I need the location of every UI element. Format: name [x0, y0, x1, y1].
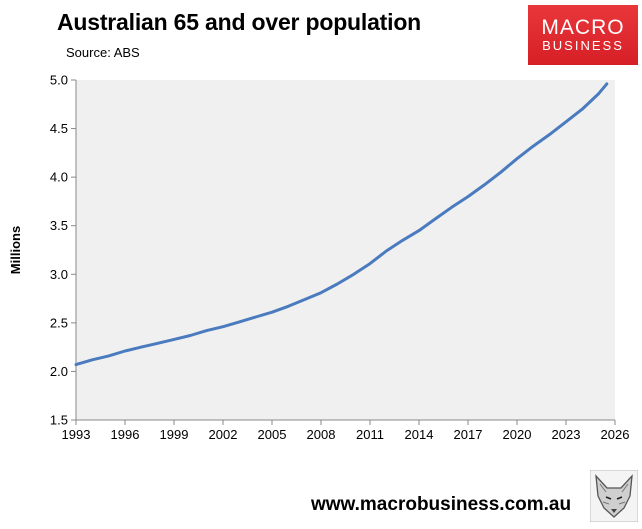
x-tick-label: 2008	[307, 427, 336, 442]
x-tick-label: 2005	[258, 427, 287, 442]
x-tick-label: 2014	[405, 427, 434, 442]
chart-source: Source: ABS	[66, 45, 140, 60]
logo-line-2: BUSINESS	[542, 38, 624, 53]
x-tick-label: 2023	[552, 427, 581, 442]
logo-line-1: MACRO	[541, 16, 625, 39]
footer-url[interactable]: www.macrobusiness.com.au	[311, 494, 572, 515]
chart-title: Australian 65 and over population	[57, 9, 422, 35]
x-tick-label: 1996	[111, 427, 140, 442]
y-tick-label: 3.0	[50, 267, 68, 282]
x-tick-label: 2020	[503, 427, 532, 442]
y-tick-label: 3.5	[50, 218, 68, 233]
x-tick-label: 2017	[454, 427, 483, 442]
y-tick-label: 2.5	[50, 315, 68, 330]
y-tick-label: 5.0	[50, 73, 68, 88]
x-tick-label: 1999	[160, 427, 189, 442]
x-tick-label: 2026	[601, 427, 630, 442]
plot-area	[76, 80, 615, 420]
y-tick-label: 4.5	[50, 121, 68, 136]
macrobusiness-logo: MACRO BUSINESS	[528, 5, 638, 65]
x-axis-ticks: 1993 1996 1999 2002 2005 2008 2011 2014 2017 2020…	[62, 420, 630, 442]
y-tick-label: 4.0	[50, 170, 68, 185]
x-tick-label: 2002	[209, 427, 238, 442]
x-tick-label: 1993	[62, 427, 91, 442]
y-axis-label: Millions	[8, 226, 23, 274]
y-tick-label: 1.5	[50, 413, 68, 428]
x-tick-label: 2011	[356, 427, 384, 442]
fox-logo-icon	[590, 470, 638, 522]
series-line-65-and-over	[74, 82, 609, 367]
y-tick-label: 2.0	[50, 364, 68, 379]
y-axis-ticks: 1.5 2.0 2.5 3.0 3.5 4.0 4.5 5.0	[50, 73, 76, 428]
